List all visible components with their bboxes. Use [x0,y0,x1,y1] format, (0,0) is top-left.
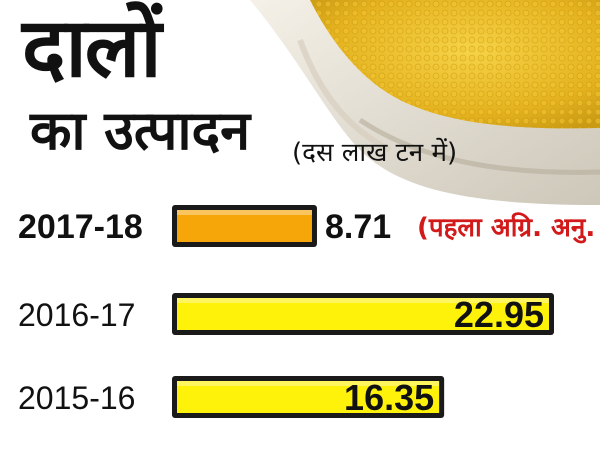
data-label: 8.71 [325,208,391,246]
category-label: 2017-18 [18,208,143,246]
lentil-sack-illustration [250,0,600,205]
data-label: 16.35 [344,377,434,418]
chart-title-line2: का उत्पादन [30,99,251,162]
bar-bevel [177,210,312,215]
bar-bevel [177,298,549,303]
category-label: 2016-17 [18,297,135,333]
chart-unit-label: (दस लाख टन में) [292,138,458,168]
bar [177,210,312,242]
data-label: 22.95 [454,294,544,335]
bar [177,381,440,413]
bars-layer: 2017-18 8.71 (पहला अग्रि. अनु. 2016-17 22.95… [18,205,595,418]
chart-title-line1: दालों [22,1,162,96]
annotation-label: (पहला अग्रि. अनु. [417,212,595,244]
bar [177,298,549,330]
bar-bevel [177,381,440,386]
category-label: 2015-16 [18,380,135,416]
